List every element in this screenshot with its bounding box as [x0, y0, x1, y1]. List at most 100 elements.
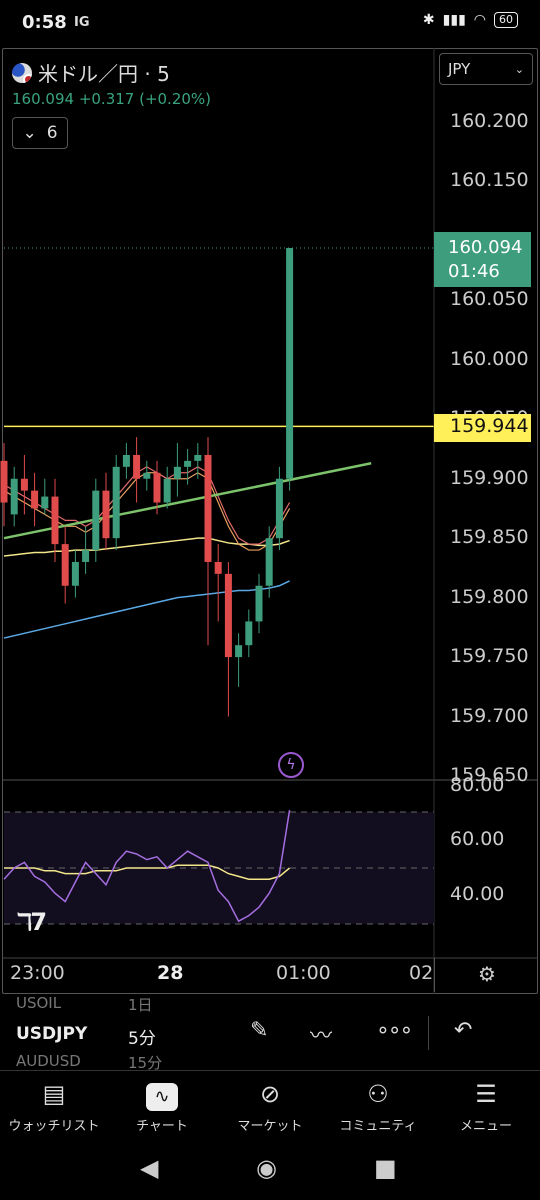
rsi-plot [2, 809, 538, 959]
watchlist-icon: ▤ [42, 1080, 66, 1108]
usd-jpy-flag-icon [12, 62, 32, 83]
nav-menu[interactable]: ☰ メニュー [432, 1079, 540, 1134]
rsi-line [3, 809, 291, 923]
price-change: +0.317 (+0.20%) [78, 90, 212, 108]
candle-body [92, 490, 100, 551]
currency-value: JPY [448, 60, 471, 78]
nav-chart[interactable]: ∿ チャート [108, 1079, 216, 1134]
candle-body [82, 550, 90, 562]
carrier-label: IG [74, 15, 90, 30]
symbol-picker[interactable]: USDJPY [16, 1024, 88, 1044]
home-icon[interactable]: ◉ [256, 1154, 277, 1182]
rsi-signal-line [4, 864, 291, 880]
candle-body [71, 561, 79, 586]
rsi-tick: 40.00 [450, 883, 505, 905]
indicator-count: 6 [46, 123, 58, 143]
quote-line: 160.094 +0.317 (+0.20%) [12, 90, 211, 108]
nav-label: チャート [136, 1119, 188, 1134]
more-icon[interactable]: ∘∘∘ [376, 1018, 413, 1043]
currency-select[interactable]: JPY ⌄ [439, 53, 533, 85]
price-tick: 160.000 [450, 347, 529, 370]
candle-body [51, 496, 59, 545]
price-tick: 160.150 [450, 169, 529, 192]
time-tick: 01:00 [276, 962, 331, 984]
bottom-toolbar: USOIL 1日 USDJPY 5分 AUDUSD 15分 ✎ 〰 ∘∘∘ ↶ [0, 994, 540, 1072]
tradingview-logo: ℸ7 [16, 908, 47, 936]
settings-gear-icon[interactable]: ⚙ [478, 962, 496, 986]
nav-label: ウォッチリスト [8, 1119, 100, 1134]
axis-divider [434, 958, 435, 992]
battery-icon: 60 [494, 12, 518, 28]
last-price-badge: 160.094 01:46 [434, 232, 531, 287]
candle-body [122, 454, 130, 467]
candle-body [184, 460, 192, 467]
symbol-title[interactable]: 米ドル／円 · 5 [12, 58, 170, 87]
candle-body [173, 466, 181, 479]
candle-body [20, 478, 28, 491]
candle-plot [0, 48, 538, 994]
ghost-symbol-above[interactable]: USOIL [16, 994, 62, 1012]
ghost-interval-below[interactable]: 15分 [128, 1054, 163, 1072]
candle-body [112, 466, 120, 539]
bottom-nav: ▤ ウォッチリスト ∿ チャート ⊘ マーケット ⚇ コミュニティ ☰ メニュー [0, 1070, 540, 1141]
candle-body [143, 472, 151, 479]
chevron-down-icon: ⌄ [22, 123, 37, 143]
signal-icon: ▮▮▮ [442, 12, 466, 28]
candle-body [133, 454, 141, 479]
candle-body [286, 248, 294, 479]
rsi-tick: 80.00 [450, 774, 505, 796]
nav-label: コミュニティ [339, 1119, 417, 1134]
candle-body [214, 561, 222, 574]
community-icon: ⚇ [367, 1080, 389, 1108]
time-tick: 23:00 [10, 962, 65, 984]
chart-frame[interactable] [2, 48, 538, 994]
candle-body [245, 621, 253, 646]
chevron-down-icon: ⌄ [514, 62, 524, 76]
indicators-icon[interactable]: 〰 [310, 1024, 333, 1049]
price-tick: 160.200 [450, 110, 529, 132]
status-time: 0:58 [22, 12, 67, 33]
candle-body [0, 460, 8, 503]
price-tick: 159.750 [450, 645, 529, 668]
time-tick: 02 [409, 962, 434, 984]
toolbar-divider [428, 1016, 429, 1050]
back-icon[interactable]: ◀ [140, 1154, 159, 1182]
trend-line [3, 462, 372, 540]
status-icons: ✱ ▮▮▮ ◠ 60 [423, 12, 518, 28]
compass-icon: ⊘ [259, 1080, 281, 1108]
candle-body [224, 573, 232, 658]
price-tick: 159.650 [450, 764, 529, 786]
system-nav: ◀ ◉ ■ [0, 1140, 540, 1200]
chart-icon: ∿ [108, 1079, 216, 1111]
rsi-tick: 60.00 [450, 828, 505, 850]
candle-body [275, 478, 283, 539]
lightning-icon[interactable]: ϟ [278, 752, 304, 778]
candle-body [10, 478, 18, 515]
price-tick: 159.850 [450, 526, 529, 549]
candle-body [204, 454, 212, 562]
nav-label: メニュー [459, 1119, 512, 1134]
time-tick: 28 [157, 962, 184, 984]
ma-yellow-line [3, 537, 290, 557]
nav-community[interactable]: ⚇ コミュニティ [324, 1079, 432, 1134]
recents-icon[interactable]: ■ [374, 1154, 397, 1182]
indicator-collapse-button[interactable]: ⌄ 6 [12, 117, 68, 149]
last-price: 160.094 [12, 90, 75, 108]
draw-brush-icon[interactable]: ✎ [250, 1018, 269, 1043]
price-tick: 160.050 [450, 288, 529, 311]
ghost-symbol-below[interactable]: AUDUSD [16, 1052, 81, 1070]
nav-watchlist[interactable]: ▤ ウォッチリスト [0, 1079, 108, 1134]
ghost-interval-above[interactable]: 1日 [128, 996, 153, 1014]
interval-picker[interactable]: 5分 [128, 1029, 156, 1049]
undo-icon[interactable]: ↶ [454, 1018, 473, 1043]
ma-blue-line [3, 580, 290, 639]
candle-body [41, 496, 49, 509]
candle-body [153, 472, 161, 503]
last-price-badge-value: 160.094 [448, 237, 523, 258]
price-tick: 159.900 [450, 466, 529, 489]
chart-svg[interactable] [0, 0, 540, 1000]
bar-countdown: 01:46 [448, 261, 500, 282]
hline-price-badge[interactable]: 159.944 [434, 414, 531, 442]
nav-market[interactable]: ⊘ マーケット [216, 1079, 324, 1134]
nav-label: マーケット [237, 1119, 303, 1134]
